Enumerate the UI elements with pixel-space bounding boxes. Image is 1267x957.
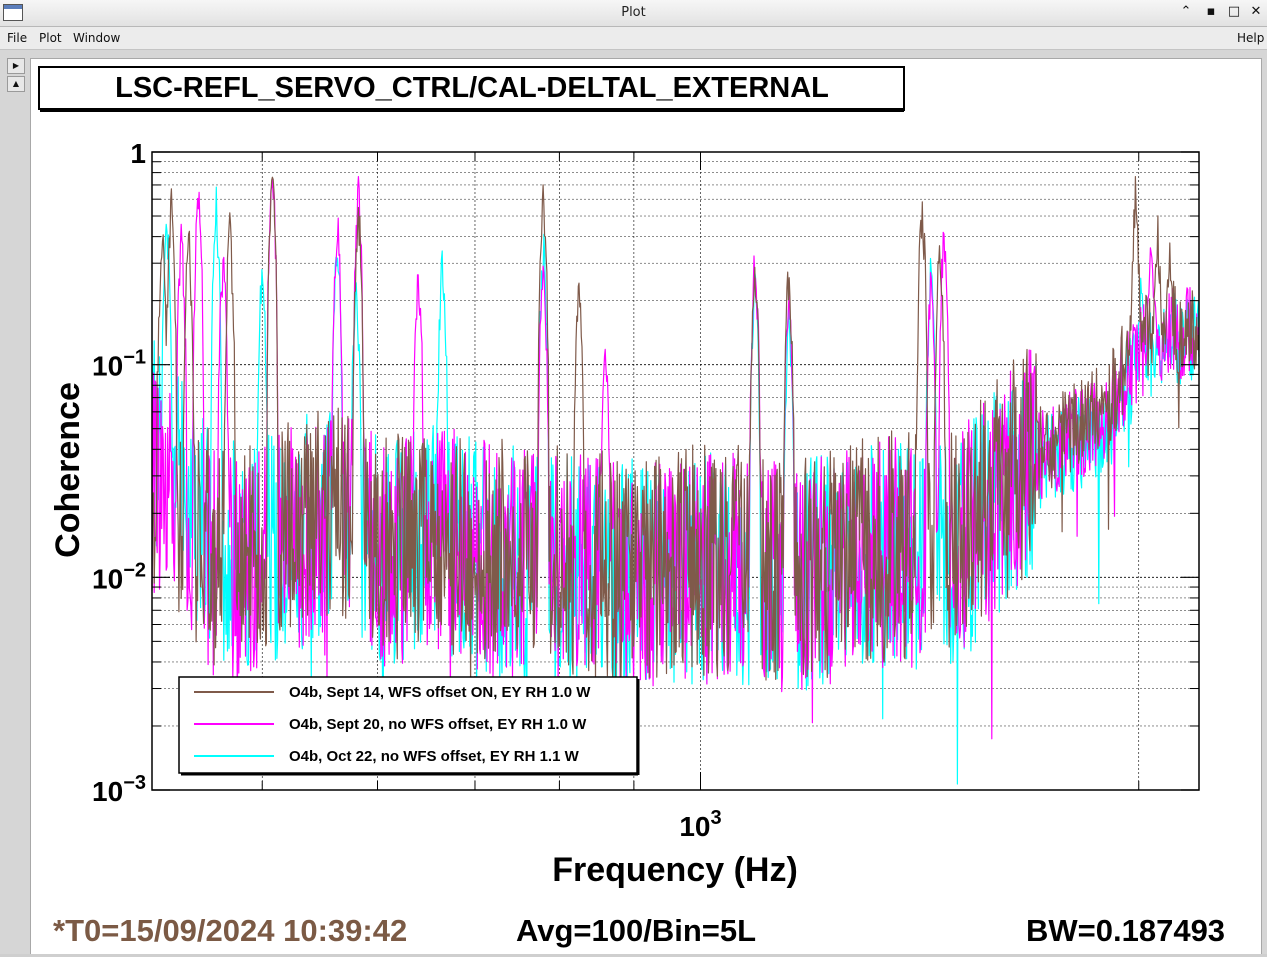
bw-text: BW=0.187493 bbox=[1026, 913, 1225, 948]
avg-bin-text: Avg=100/Bin=5L bbox=[516, 913, 756, 948]
menu-window[interactable]: Window bbox=[73, 31, 120, 45]
y-tick-label: 10−2 bbox=[92, 559, 146, 594]
menu-window-label: Window bbox=[73, 31, 121, 45]
x-axis-label: Frequency (Hz) bbox=[552, 851, 798, 889]
series-line bbox=[151, 176, 1200, 691]
menu-help-label: Help bbox=[1237, 31, 1265, 45]
legend-label: O4b, Oct 22, no WFS offset, EY RH 1.1 W bbox=[289, 748, 580, 765]
app-icon bbox=[3, 4, 23, 21]
chart-svg: LSC-REFL_SERVO_CTRL/CAL-DELTAL_EXTERNAL … bbox=[38, 66, 1225, 948]
y-axis-label: Coherence bbox=[49, 382, 87, 558]
menu-help[interactable]: Help bbox=[1237, 31, 1264, 45]
restore-icon[interactable]: ▪ bbox=[1206, 4, 1216, 19]
legend-label: O4b, Sept 14, WFS offset ON, EY RH 1.0 W bbox=[289, 684, 591, 701]
close-icon[interactable]: ✕ bbox=[1250, 4, 1262, 19]
status-strip bbox=[0, 954, 1267, 957]
series-group bbox=[151, 176, 1200, 785]
plot-canvas[interactable]: LSC-REFL_SERVO_CTRL/CAL-DELTAL_EXTERNAL … bbox=[30, 58, 1262, 955]
menu-file-label: File bbox=[7, 31, 28, 45]
axis-ticks: 1 10−1 10−2 10−3 103 bbox=[92, 138, 1199, 842]
y-tick-label: 10−1 bbox=[92, 347, 146, 382]
up-icon[interactable]: ▲ bbox=[7, 76, 25, 92]
plot-title: LSC-REFL_SERVO_CTRL/CAL-DELTAL_EXTERNAL bbox=[115, 72, 829, 104]
plot-frame bbox=[151, 151, 1200, 791]
legend: O4b, Sept 14, WFS offset ON, EY RH 1.0 W… bbox=[178, 676, 640, 776]
window-title: Plot bbox=[621, 5, 646, 20]
y-tick-label: 1 bbox=[130, 138, 146, 169]
menu-plot[interactable]: Plot bbox=[39, 31, 62, 45]
menubar: File Plot Window Help bbox=[0, 27, 1267, 50]
title-box bbox=[38, 66, 905, 110]
minimize-icon[interactable]: ⌃ bbox=[1180, 4, 1192, 19]
side-toolbar: ▶ ▲ bbox=[7, 58, 25, 94]
t0-text: *T0=15/09/2024 10:39:42 bbox=[53, 913, 407, 948]
menu-file[interactable]: File bbox=[7, 31, 27, 45]
window-titlebar: Plot ⌃ ▪ □ ✕ bbox=[0, 0, 1267, 27]
menu-plot-label: Plot bbox=[39, 31, 62, 45]
legend-label: O4b, Sept 20, no WFS offset, EY RH 1.0 W bbox=[289, 716, 587, 733]
y-tick-label: 10−3 bbox=[92, 772, 146, 807]
play-icon[interactable]: ▶ bbox=[7, 58, 25, 74]
maximize-icon[interactable]: □ bbox=[1227, 4, 1241, 19]
x-tick-label: 103 bbox=[679, 807, 721, 842]
